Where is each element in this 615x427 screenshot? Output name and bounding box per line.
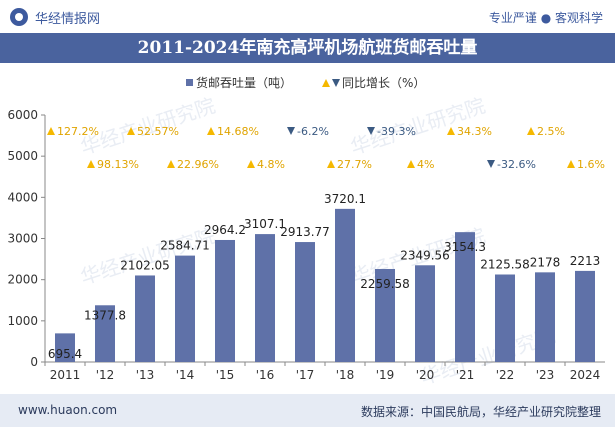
brand-logo[interactable]: 华经情报网 xyxy=(10,7,100,27)
growth-value-label: 2.5% xyxy=(537,125,565,138)
bar-value-label: 2349.56 xyxy=(400,248,450,262)
bar xyxy=(215,239,235,362)
growth-value-label: 22.96% xyxy=(177,158,219,171)
bar xyxy=(335,208,355,362)
growth-value-label: 27.7% xyxy=(337,158,372,171)
bar-value-label: 2125.58 xyxy=(480,257,530,271)
bar xyxy=(575,270,595,362)
bar xyxy=(455,232,475,362)
bar-value-label: 2259.58 xyxy=(360,277,410,291)
growth-value-label: 34.3% xyxy=(457,125,492,138)
bar xyxy=(95,305,115,362)
bar-labels: 695.4 1377.8 2102.05 2584.71 2964.23107.1291… xyxy=(48,192,600,361)
growth-value-label: 127.2% xyxy=(57,125,99,138)
legend: 货邮吞吐量（吨） 同比增长（%） xyxy=(186,75,425,90)
x-tick-label: '22 xyxy=(496,368,515,382)
growth-up-marker xyxy=(207,127,215,135)
brand-logo-icon xyxy=(10,8,28,26)
legend-down-marker xyxy=(332,79,340,87)
bar-value-label: 2913.77 xyxy=(280,225,330,239)
growth-up-marker xyxy=(567,160,575,168)
legend-bar-swatch xyxy=(186,79,193,86)
bar-value-label: 3720.1 xyxy=(324,192,366,206)
brand-name: 华经情报网 xyxy=(35,11,101,27)
bar xyxy=(535,272,555,362)
bar-value-label: 2964.2 xyxy=(204,223,246,237)
tagline: 专业严谨 ● 客观科学 xyxy=(488,11,603,25)
growth-up-marker xyxy=(327,160,335,168)
growth-up-marker xyxy=(447,127,455,135)
bar-value-label: 1377.8 xyxy=(84,308,126,322)
growth-up-marker xyxy=(407,160,415,168)
growth-value-label: 14.68% xyxy=(217,125,259,138)
x-tick-label: 2024 xyxy=(570,368,601,382)
growth-up-marker xyxy=(87,160,95,168)
growth-labels: 127.2% 98.13% 52.57% 22.96% 14.68% 4.8% -6.2% 2… xyxy=(47,125,605,171)
bar-value-label: 2213 xyxy=(570,254,601,268)
growth-down-marker xyxy=(487,160,495,168)
bar xyxy=(415,265,435,362)
bar-value-label: 3107.1 xyxy=(244,217,286,231)
growth-value-label: 98.13% xyxy=(97,158,139,171)
growth-down-marker xyxy=(287,127,295,135)
bar-value-label: 2102.05 xyxy=(120,258,170,272)
y-tick-label: 0 xyxy=(30,355,38,369)
y-tick-label: 5000 xyxy=(7,149,38,163)
growth-value-label: -39.3% xyxy=(377,125,416,138)
growth-up-marker xyxy=(167,160,175,168)
bar-value-label: 2584.71 xyxy=(160,239,210,253)
bar xyxy=(255,234,275,362)
y-tick-label: 3000 xyxy=(7,232,38,246)
growth-value-label: -32.6% xyxy=(497,158,536,171)
bar xyxy=(175,255,195,362)
growth-value-label: 1.6% xyxy=(577,158,605,171)
bar-value-label: 3154.3 xyxy=(444,240,486,254)
growth-value-label: 52.57% xyxy=(137,125,179,138)
x-tick-label: 2011 xyxy=(50,368,81,382)
axes: 0 1000 2000 3000 4000 5000 6000 2011 '12 '13 '14 '1… xyxy=(7,108,605,382)
y-tick-label: 4000 xyxy=(7,190,38,204)
x-tick-label: '19 xyxy=(376,368,395,382)
growth-value-label: 4.8% xyxy=(257,158,285,171)
growth-value-label: -6.2% xyxy=(297,125,329,138)
data-source: 数据来源：中国民航局，华经产业研究院整理 xyxy=(360,405,601,419)
x-tick-label: '21 xyxy=(456,368,475,382)
bar xyxy=(295,242,315,362)
x-tick-label: '23 xyxy=(536,368,555,382)
bar-value-label: 2178 xyxy=(530,255,561,269)
bars xyxy=(55,208,595,362)
y-tick-label: 2000 xyxy=(7,273,38,287)
growth-up-marker xyxy=(247,160,255,168)
x-tick-label: '16 xyxy=(256,368,275,382)
growth-up-marker xyxy=(47,127,55,135)
bar-value-label: 695.4 xyxy=(48,347,82,361)
y-tick-label: 6000 xyxy=(7,108,38,122)
growth-up-marker xyxy=(127,127,135,135)
legend-growth-label: 同比增长（%） xyxy=(342,76,425,90)
x-tick-label: '20 xyxy=(416,368,435,382)
website-link[interactable]: www.huaon.com xyxy=(18,403,118,417)
legend-bar-label: 货邮吞吐量（吨） xyxy=(196,75,292,90)
growth-value-label: 4% xyxy=(417,158,434,171)
x-tick-label: '12 xyxy=(96,368,115,382)
bar xyxy=(55,333,75,362)
x-tick-label: '14 xyxy=(176,368,195,382)
x-tick-label: '18 xyxy=(336,368,355,382)
growth-up-marker xyxy=(527,127,535,135)
x-tick-label: '15 xyxy=(216,368,235,382)
bar xyxy=(135,275,155,362)
x-tick-label: '13 xyxy=(136,368,155,382)
legend-up-marker xyxy=(322,79,330,87)
y-tick-label: 1000 xyxy=(7,314,38,328)
top-bar: 华经情报网 专业严谨 ● 客观科学 xyxy=(0,0,615,33)
growth-down-marker xyxy=(367,127,375,135)
footer: www.huaon.com 数据来源：中国民航局，华经产业研究院整理 xyxy=(0,394,615,427)
bar xyxy=(495,274,515,362)
bar xyxy=(375,268,395,362)
chart-title: 2011-2024年南充高坪机场航班货邮吞吐量 xyxy=(0,33,615,63)
x-tick-label: '17 xyxy=(296,368,315,382)
